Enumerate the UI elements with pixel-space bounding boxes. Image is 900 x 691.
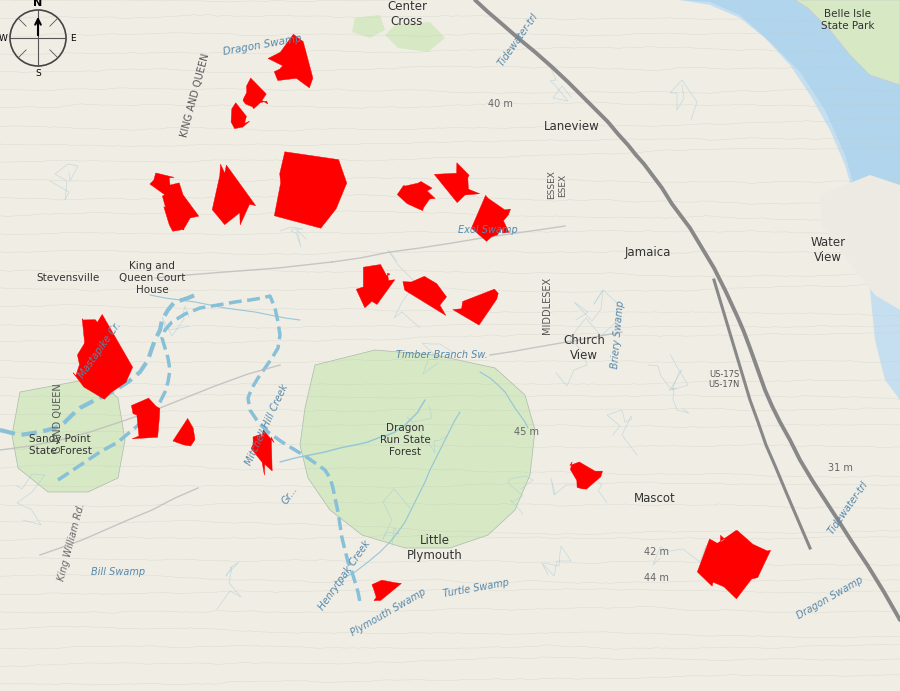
Text: 45 m: 45 m (515, 427, 539, 437)
Polygon shape (73, 314, 132, 399)
Polygon shape (397, 182, 436, 211)
Text: US-17S: US-17S (709, 370, 739, 379)
Polygon shape (435, 162, 480, 202)
Polygon shape (385, 22, 445, 52)
Polygon shape (472, 196, 510, 241)
Text: 42 m: 42 m (644, 547, 669, 557)
Polygon shape (570, 462, 602, 489)
Text: Tidewater-trl: Tidewater-trl (826, 480, 870, 536)
Text: Henrytpak Creek: Henrytpak Creek (317, 538, 373, 612)
Polygon shape (560, 0, 900, 400)
Text: Mastapike Cr.: Mastapike Cr. (76, 320, 123, 380)
Text: 40 m: 40 m (488, 99, 512, 109)
Text: Little
Plymouth: Little Plymouth (407, 534, 463, 562)
Text: Water
View: Water View (810, 236, 846, 264)
Text: KING AND QUEEN: KING AND QUEEN (179, 52, 211, 138)
Text: Dragon Swamp: Dragon Swamp (795, 575, 865, 621)
Text: 31 m: 31 m (828, 463, 852, 473)
Text: King William Rd.: King William Rd. (57, 502, 87, 582)
Text: Belle Isle
State Park: Belle Isle State Park (821, 9, 875, 31)
Polygon shape (356, 265, 395, 307)
Text: Mascot: Mascot (634, 491, 676, 504)
Text: ESSEX
ESEX: ESSEX ESEX (547, 171, 567, 200)
Polygon shape (212, 164, 256, 225)
Text: S: S (35, 68, 40, 77)
Polygon shape (274, 152, 346, 228)
Text: Center
Cross: Center Cross (387, 0, 427, 28)
Text: Timber Branch Sw.: Timber Branch Sw. (396, 350, 488, 360)
Text: G AND QUEEN: G AND QUEEN (53, 383, 63, 453)
Polygon shape (131, 398, 160, 439)
Text: Gr...: Gr... (280, 484, 300, 506)
Text: N: N (33, 0, 42, 8)
Text: Dragon
Run State
Forest: Dragon Run State Forest (380, 424, 430, 457)
Polygon shape (795, 0, 900, 85)
Polygon shape (820, 175, 900, 310)
Polygon shape (716, 531, 736, 545)
Polygon shape (150, 173, 174, 196)
Text: King and
Queen Court
House: King and Queen Court House (119, 261, 185, 294)
Polygon shape (231, 103, 249, 129)
Text: Mitchell Hill Creek: Mitchell Hill Creek (244, 383, 290, 467)
Polygon shape (300, 350, 535, 548)
Text: Sandy Point
State Forest: Sandy Point State Forest (29, 434, 92, 456)
Text: Tidewater-trl: Tidewater-trl (496, 12, 540, 68)
Text: Turtle Swamp: Turtle Swamp (442, 577, 509, 598)
Polygon shape (162, 183, 199, 231)
Text: Stevensville: Stevensville (36, 273, 100, 283)
Text: W: W (0, 33, 7, 43)
Text: Briery Swamp: Briery Swamp (610, 301, 626, 370)
Polygon shape (600, 0, 900, 300)
Text: Bill Swamp: Bill Swamp (91, 567, 145, 577)
Polygon shape (403, 276, 446, 315)
Polygon shape (372, 580, 401, 600)
Polygon shape (453, 289, 499, 325)
Polygon shape (173, 419, 195, 446)
Polygon shape (243, 78, 268, 108)
Polygon shape (82, 319, 102, 348)
Text: 44 m: 44 m (644, 573, 669, 583)
Text: Dragon Swamp: Dragon Swamp (222, 33, 302, 57)
Text: US-17N: US-17N (708, 379, 740, 388)
Text: Laneview: Laneview (544, 120, 600, 133)
Polygon shape (698, 530, 770, 599)
Polygon shape (251, 430, 274, 475)
Text: E: E (70, 33, 76, 43)
Polygon shape (352, 15, 385, 38)
Text: Jamaica: Jamaica (625, 245, 671, 258)
Text: Exol Swamp: Exol Swamp (458, 225, 518, 235)
Polygon shape (268, 35, 313, 88)
Polygon shape (12, 378, 125, 492)
Text: MIDDLESEX: MIDDLESEX (542, 276, 552, 334)
Text: Church
View: Church View (563, 334, 605, 362)
Text: Plymouth Swamp: Plymouth Swamp (348, 587, 428, 638)
